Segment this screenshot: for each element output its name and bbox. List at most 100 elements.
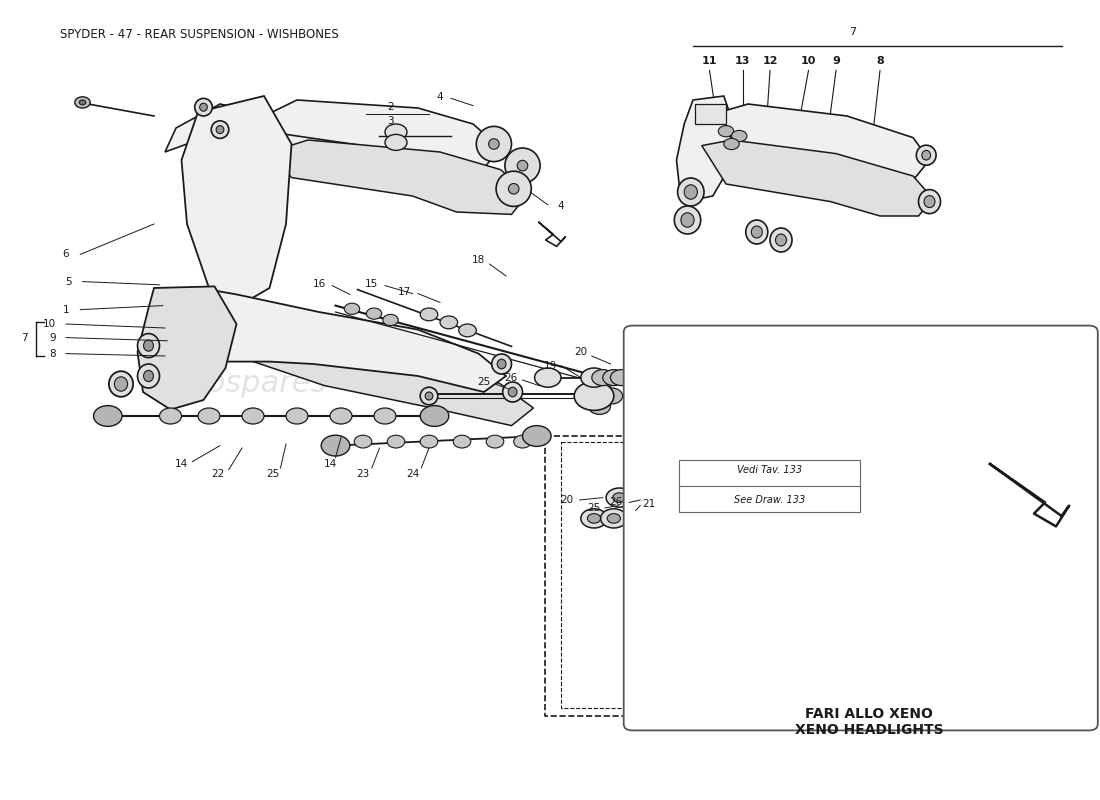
Ellipse shape (496, 171, 531, 206)
Polygon shape (270, 140, 528, 214)
Text: 12: 12 (762, 56, 778, 66)
Circle shape (198, 408, 220, 424)
Text: 22: 22 (211, 469, 224, 478)
Circle shape (603, 370, 625, 386)
Text: 20: 20 (574, 347, 587, 357)
Circle shape (354, 435, 372, 448)
Ellipse shape (503, 382, 522, 402)
Polygon shape (720, 104, 930, 178)
Ellipse shape (674, 206, 701, 234)
Ellipse shape (488, 138, 499, 150)
Ellipse shape (678, 178, 704, 206)
Circle shape (587, 514, 601, 523)
Circle shape (486, 435, 504, 448)
Bar (679, 460, 860, 512)
Text: FARI ALLO XENO: FARI ALLO XENO (805, 706, 933, 721)
Text: 16: 16 (312, 279, 326, 289)
Text: 18: 18 (472, 255, 485, 265)
Ellipse shape (114, 377, 128, 391)
Text: 14: 14 (175, 459, 188, 469)
Text: 24: 24 (406, 469, 419, 478)
Circle shape (374, 408, 396, 424)
Text: 26: 26 (504, 373, 517, 382)
Circle shape (366, 308, 382, 319)
Ellipse shape (770, 228, 792, 252)
Circle shape (75, 97, 90, 108)
Ellipse shape (505, 148, 540, 183)
Ellipse shape (517, 160, 528, 171)
Circle shape (321, 435, 350, 456)
FancyBboxPatch shape (624, 326, 1098, 730)
Circle shape (420, 406, 449, 426)
Circle shape (623, 488, 649, 507)
Ellipse shape (492, 354, 512, 374)
Circle shape (724, 138, 739, 150)
Circle shape (601, 509, 627, 528)
Circle shape (385, 134, 407, 150)
Circle shape (440, 316, 458, 329)
Text: 6: 6 (63, 250, 69, 259)
Circle shape (522, 426, 551, 446)
Text: 2: 2 (387, 102, 394, 112)
Circle shape (535, 368, 561, 387)
Polygon shape (138, 286, 236, 410)
Text: 11: 11 (702, 56, 717, 66)
Text: 20: 20 (560, 495, 573, 505)
Circle shape (79, 100, 86, 105)
Text: 17: 17 (398, 287, 411, 297)
Ellipse shape (681, 213, 694, 227)
Circle shape (607, 514, 620, 523)
Circle shape (459, 324, 476, 337)
Circle shape (592, 370, 614, 386)
Ellipse shape (922, 150, 931, 160)
Polygon shape (891, 620, 1047, 692)
Ellipse shape (476, 126, 512, 162)
Circle shape (718, 126, 734, 137)
Circle shape (453, 435, 471, 448)
Circle shape (581, 509, 607, 528)
Text: 8: 8 (50, 349, 56, 358)
Polygon shape (182, 96, 292, 304)
Ellipse shape (916, 145, 936, 165)
Circle shape (601, 388, 623, 404)
Text: 25: 25 (266, 469, 279, 478)
Text: 23: 23 (356, 469, 370, 478)
Ellipse shape (420, 387, 438, 405)
Ellipse shape (508, 387, 517, 397)
Circle shape (344, 303, 360, 314)
Text: 7: 7 (849, 27, 856, 37)
Text: See Draw. 133: See Draw. 133 (735, 495, 805, 505)
Circle shape (635, 602, 696, 646)
Circle shape (160, 408, 182, 424)
Text: eurospares: eurospares (723, 452, 861, 476)
Bar (695, 104, 726, 124)
Text: 7: 7 (21, 333, 28, 342)
Circle shape (94, 406, 122, 426)
Circle shape (286, 408, 308, 424)
Circle shape (588, 398, 610, 414)
Circle shape (588, 378, 610, 394)
Text: 10: 10 (801, 56, 816, 66)
Text: 8: 8 (876, 56, 884, 66)
Text: 13: 13 (735, 56, 750, 66)
Ellipse shape (751, 226, 762, 238)
Text: 25: 25 (477, 378, 491, 387)
Circle shape (385, 124, 407, 140)
Ellipse shape (924, 196, 935, 208)
Ellipse shape (497, 359, 506, 369)
Text: 19: 19 (543, 361, 557, 370)
Text: 3: 3 (387, 116, 394, 126)
Text: 25: 25 (587, 503, 601, 513)
Ellipse shape (211, 121, 229, 138)
Text: 5: 5 (65, 277, 72, 286)
Circle shape (732, 130, 747, 142)
Text: Vedi Tav. 133: Vedi Tav. 133 (737, 465, 803, 474)
Text: 10: 10 (43, 319, 56, 329)
Text: XENO HEADLIGHTS: XENO HEADLIGHTS (794, 722, 944, 737)
Circle shape (640, 554, 702, 598)
Circle shape (242, 408, 264, 424)
Text: SPYDER - 47 - REAR SUSPENSION - WISHBONES: SPYDER - 47 - REAR SUSPENSION - WISHBONE… (60, 28, 339, 41)
Ellipse shape (918, 190, 940, 214)
Ellipse shape (143, 340, 153, 351)
Circle shape (330, 408, 352, 424)
